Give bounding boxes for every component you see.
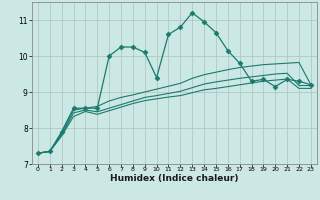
X-axis label: Humidex (Indice chaleur): Humidex (Indice chaleur) xyxy=(110,174,239,183)
